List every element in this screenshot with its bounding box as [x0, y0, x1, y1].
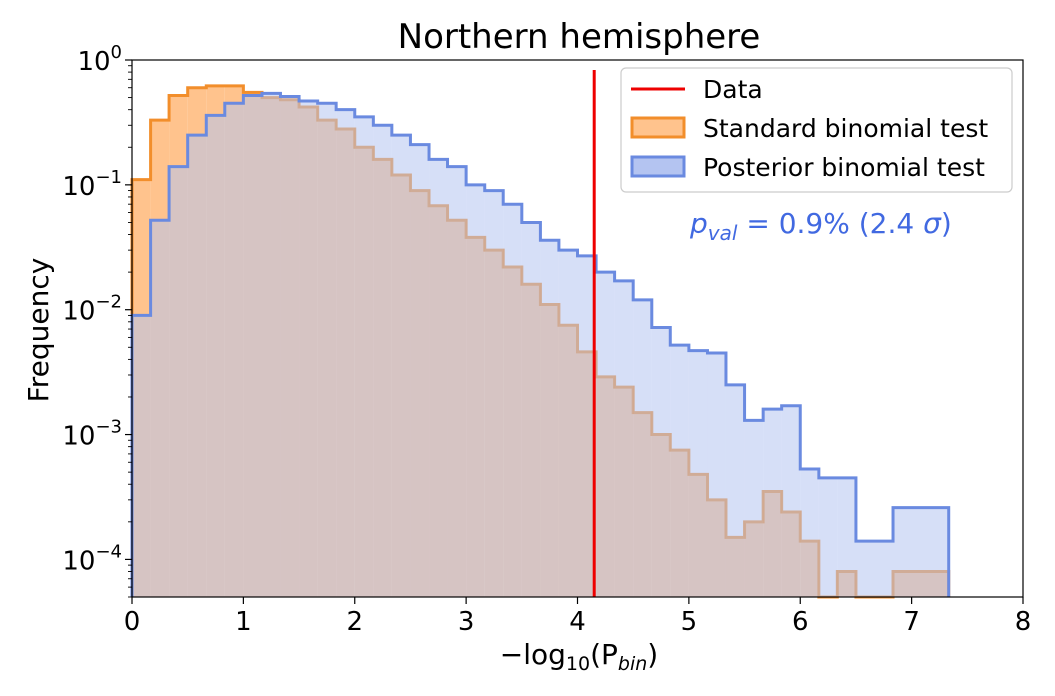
posterior-test-bar: [187, 135, 207, 597]
posterior-test-bar: [206, 115, 225, 597]
posterior-test-bar: [280, 96, 300, 597]
posterior-test-bar: [744, 420, 764, 597]
legend-label-data: Data: [703, 75, 763, 104]
legend-standard-swatch-icon: [630, 116, 686, 139]
y-tick-label: 100: [77, 42, 122, 77]
posterior-test-bar: [299, 100, 318, 598]
x-tick-label: 7: [903, 607, 920, 637]
y-tick-label: 10−2: [62, 292, 122, 327]
x-tick-label: 1: [235, 607, 252, 637]
x-tick-label: 0: [124, 607, 141, 637]
axes: 0 1 2 3 4 5 6 7 8 10−4 10−3 10−2 10−1 100: [62, 42, 1031, 637]
posterior-test-bar: [818, 477, 838, 597]
posterior-test-bar: [763, 409, 782, 597]
posterior-test-bar: [670, 345, 689, 597]
chart-title: Northern hemisphere: [398, 17, 761, 57]
posterior-test-bar: [855, 541, 894, 597]
posterior-test-bar: [243, 95, 262, 597]
posterior-test-bar: [688, 350, 708, 597]
posterior-test-bar: [596, 272, 615, 597]
posterior-test-bar: [373, 125, 392, 597]
posterior-test-bar: [132, 315, 151, 597]
legend-posterior-swatch-icon: [630, 155, 686, 178]
x-tick-label: 3: [458, 607, 475, 637]
posterior-test-bar: [577, 255, 597, 597]
p-value-annotation: pval = 0.9% (2.4 σ): [689, 207, 952, 245]
posterior-test-bar: [521, 222, 541, 598]
x-tick-label: 4: [569, 607, 586, 637]
legend-label-posterior: Posterior binomial test: [703, 153, 985, 182]
posterior-test-bar: [484, 190, 504, 597]
posterior-test-bar: [781, 405, 801, 597]
posterior-test-bar: [614, 280, 634, 597]
posterior-test-bar: [837, 477, 856, 597]
posterior-test-bar: [224, 103, 244, 598]
posterior-test-bar: [429, 159, 448, 597]
posterior-test-outline: [130, 91, 951, 597]
x-tick-label: 6: [792, 607, 809, 637]
posterior-test-bar: [540, 240, 559, 597]
posterior-test-bar: [410, 144, 430, 597]
x-tick-label: 2: [346, 607, 363, 637]
posterior-test-bar: [391, 135, 411, 597]
posterior-test-bar: [354, 116, 374, 598]
y-tick-label: 10−4: [62, 541, 122, 576]
posterior-test-bar: [893, 507, 949, 597]
plot-area: [130, 70, 951, 599]
posterior-test-bar: [336, 109, 355, 597]
y-tick-label: 10−1: [62, 167, 122, 202]
y-tick-label: 10−3: [62, 417, 122, 452]
legend-label-standard: Standard binomial test: [703, 114, 988, 143]
posterior-test-bar: [466, 184, 485, 597]
posterior-test-bar: [633, 299, 652, 597]
posterior-test-bar: [651, 327, 671, 597]
posterior-test-bar: [800, 468, 819, 597]
posterior-test-bar: [150, 220, 170, 597]
legend: Data Standard binomial test Posterior bi…: [620, 67, 1013, 193]
posterior-test-bar: [707, 353, 726, 597]
posterior-test-bar: [503, 204, 522, 597]
posterior-test-bar: [725, 384, 745, 597]
posterior-test-series: [130, 91, 951, 598]
y-axis-label: Frequency: [22, 258, 55, 403]
x-tick-label: 8: [1015, 607, 1032, 637]
posterior-test-bar: [447, 166, 467, 597]
posterior-test-bar: [317, 103, 337, 598]
posterior-test-bar: [169, 166, 188, 597]
x-axis-label: −log10(Pbin): [500, 638, 658, 675]
legend-frame: [620, 67, 1013, 193]
posterior-test-bar: [558, 250, 578, 598]
posterior-test-bar: [261, 93, 281, 598]
x-tick-label: 5: [681, 607, 698, 637]
